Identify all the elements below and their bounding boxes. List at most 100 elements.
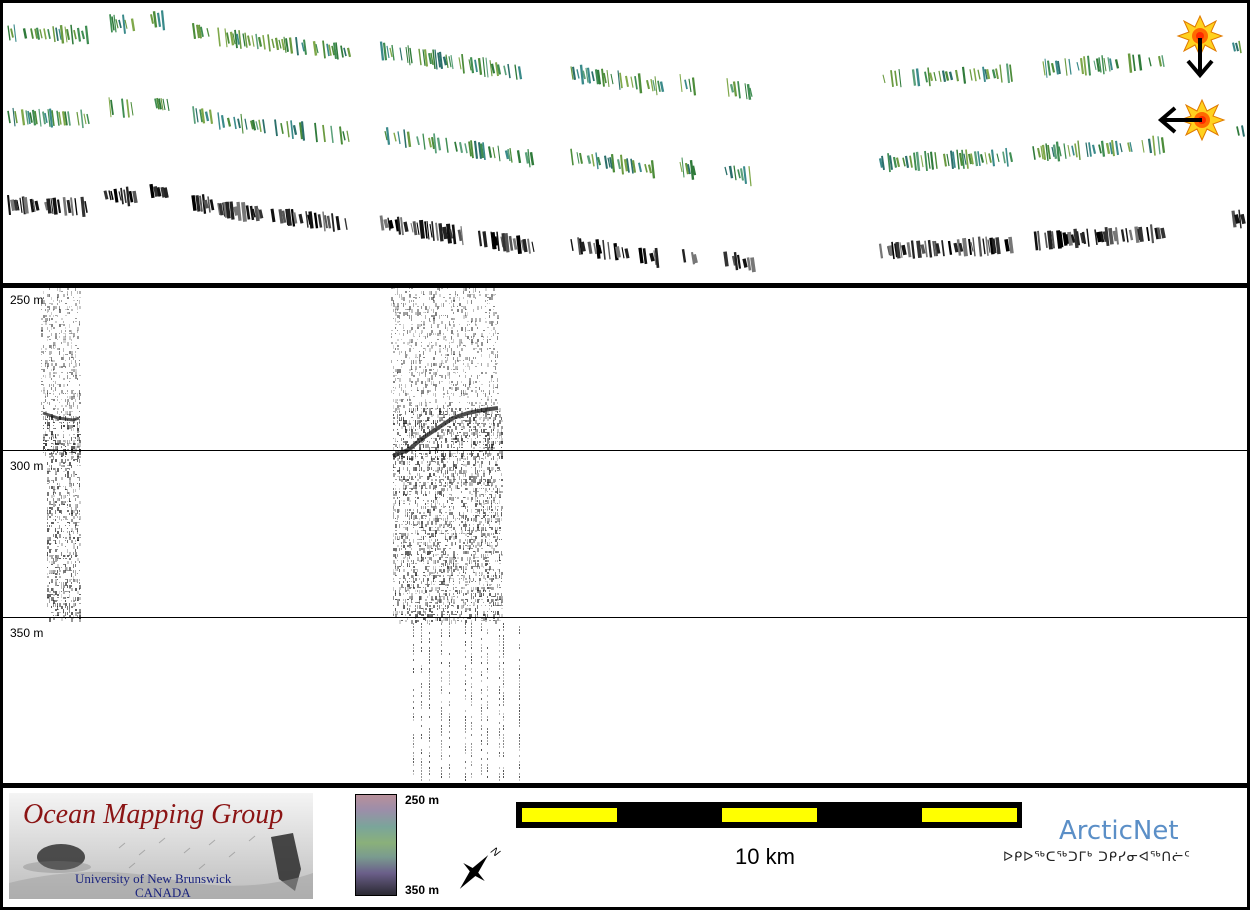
echo-sample bbox=[489, 485, 490, 486]
swath-ping bbox=[654, 76, 658, 96]
echo-sample bbox=[67, 306, 68, 309]
echo-sample bbox=[435, 500, 436, 503]
echo-sample bbox=[405, 351, 406, 354]
echo-sample bbox=[59, 306, 60, 310]
echo-sample bbox=[445, 470, 446, 474]
echo-sample bbox=[405, 542, 407, 543]
echo-sample bbox=[487, 701, 488, 703]
echo-sample bbox=[499, 710, 500, 712]
echo-sample bbox=[455, 470, 456, 474]
echo-sample bbox=[491, 569, 493, 570]
echo-sample bbox=[47, 528, 49, 532]
echo-sample bbox=[491, 506, 492, 508]
colorbar-bottom-label: 350 m bbox=[405, 883, 440, 897]
echo-sample bbox=[407, 342, 409, 345]
echo-sample bbox=[63, 531, 64, 532]
echo-sample bbox=[75, 540, 76, 542]
swath-ping bbox=[400, 217, 404, 236]
echo-sample bbox=[401, 533, 403, 537]
echo-sample bbox=[463, 548, 464, 550]
echo-sample bbox=[491, 587, 493, 590]
echo-sample bbox=[75, 522, 77, 526]
echo-sample bbox=[75, 452, 76, 454]
echo-sample bbox=[499, 470, 501, 471]
echo-sample bbox=[71, 333, 73, 334]
echo-sample bbox=[465, 470, 467, 473]
swath-ping bbox=[594, 69, 600, 85]
echo-sample bbox=[395, 530, 397, 531]
echo-sample bbox=[49, 315, 51, 317]
echo-sample bbox=[401, 584, 403, 588]
swath-ping bbox=[1067, 144, 1071, 157]
echo-sample bbox=[467, 617, 469, 619]
echo-sample bbox=[459, 614, 461, 617]
swath-ping bbox=[313, 212, 319, 229]
echo-sample bbox=[415, 384, 417, 385]
echo-sample bbox=[481, 728, 482, 730]
echo-sample bbox=[495, 363, 497, 365]
echo-sample bbox=[393, 533, 394, 537]
echo-sample bbox=[431, 345, 433, 348]
echo-sample bbox=[471, 746, 472, 748]
echo-sample bbox=[417, 521, 419, 524]
swath-ping bbox=[911, 69, 917, 86]
echo-sample bbox=[449, 342, 450, 344]
swath-ping bbox=[684, 79, 688, 90]
echo-sample bbox=[55, 396, 56, 397]
echo-sample bbox=[447, 366, 449, 370]
echo-sample bbox=[487, 776, 488, 778]
echo-sample bbox=[73, 579, 75, 582]
echo-sample bbox=[451, 351, 452, 355]
echo-sample bbox=[455, 467, 457, 469]
echo-sample bbox=[479, 318, 481, 322]
echo-sample bbox=[457, 369, 458, 370]
echo-sample bbox=[493, 500, 495, 503]
echo-sample bbox=[43, 384, 44, 386]
echo-sample bbox=[71, 531, 72, 532]
swath-ping bbox=[130, 101, 134, 116]
echo-sample bbox=[65, 564, 66, 567]
echo-sample bbox=[65, 546, 66, 547]
swath-ping bbox=[393, 132, 397, 142]
swath-ping bbox=[621, 247, 625, 259]
echo-sample bbox=[455, 518, 456, 521]
echo-sample bbox=[407, 509, 408, 511]
echo-sample bbox=[57, 297, 58, 301]
swath-ping bbox=[39, 29, 43, 39]
echo-sample bbox=[475, 491, 477, 494]
echo-sample bbox=[447, 441, 448, 442]
swath-ping bbox=[597, 244, 603, 254]
echo-sample bbox=[63, 612, 64, 614]
echo-sample bbox=[419, 590, 420, 594]
echo-sample bbox=[63, 443, 65, 446]
echo-sample bbox=[471, 653, 472, 655]
echo-sample bbox=[77, 300, 78, 301]
echo-sample bbox=[405, 614, 406, 616]
echo-sample bbox=[73, 425, 75, 427]
echo-sample bbox=[483, 617, 485, 621]
echo-sample bbox=[483, 405, 485, 406]
echo-sample bbox=[431, 342, 432, 343]
echo-sample bbox=[405, 479, 407, 482]
echo-sample bbox=[465, 488, 467, 490]
echo-sample bbox=[437, 414, 439, 418]
echo-sample bbox=[469, 527, 470, 531]
echo-sample bbox=[443, 494, 444, 497]
swath-ping bbox=[617, 70, 621, 90]
echo-sample bbox=[43, 419, 44, 420]
echo-sample bbox=[447, 447, 449, 448]
swath-ping bbox=[220, 115, 226, 128]
echo-sample bbox=[483, 330, 485, 331]
echo-sample bbox=[413, 668, 414, 670]
swath-ping bbox=[252, 208, 256, 218]
echo-sample bbox=[447, 390, 448, 394]
swath-ping bbox=[585, 67, 589, 83]
swath-strip-color-west bbox=[7, 97, 1245, 187]
echo-sample bbox=[503, 623, 504, 625]
echo-sample bbox=[461, 381, 462, 383]
echo-sample bbox=[59, 348, 60, 350]
echo-sample bbox=[489, 590, 490, 592]
echo-sample bbox=[441, 444, 442, 448]
echo-sample bbox=[479, 435, 481, 436]
swath-ping bbox=[384, 130, 388, 141]
